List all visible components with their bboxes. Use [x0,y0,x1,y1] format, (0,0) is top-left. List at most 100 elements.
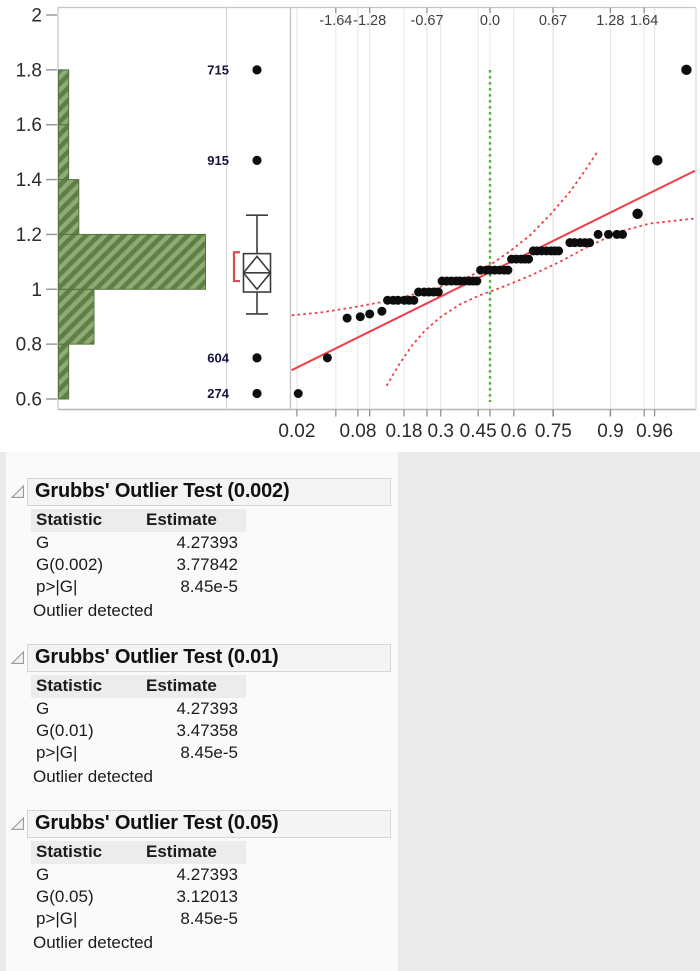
outlier-detected-note: Outlier detected [33,933,154,952]
histogram-bar[interactable] [58,343,70,400]
data-point[interactable] [472,276,482,286]
statistic-value: 4.27393 [176,699,238,718]
histogram-bar[interactable] [58,233,206,290]
box-outlier-point[interactable] [252,388,262,399]
axis-labels: 2 1.8 1.6 1.4 1.2 1 0.8 0.6 -1.64 -1.28 -0.67 0.0 0.… [16,5,674,442]
outlier-row-label: 715 [207,62,229,77]
shortest-half-bracket [232,251,240,283]
statistic-name: G [36,533,50,552]
bottom-axis-tick-label: 0.6 [501,421,527,442]
column-header-estimate: Estimate [141,841,246,864]
data-point[interactable] [322,353,332,363]
histogram-bar[interactable] [58,179,80,235]
data-point[interactable] [593,229,603,239]
top-axis-tick-label: -1.64 [319,13,352,29]
bottom-axis-tick-label: 0.08 [339,421,376,442]
column-header-statistic: Statistic [31,509,141,532]
column-header-statistic: Statistic [31,841,141,864]
histogram-bar[interactable] [58,288,95,345]
statistic-name: G(0.05) [36,887,94,906]
data-point[interactable] [342,313,352,323]
disclosure-triangle-icon[interactable] [9,649,26,666]
bottom-axis-tick-label: 0.02 [278,421,315,442]
distribution-figure: 2 1.8 1.6 1.4 1.2 1 0.8 0.6 -1.64 -1.28 -0.67 0.0 0.… [0,0,700,452]
lower-confidence-band [385,217,695,387]
column-header-estimate: Estimate [141,509,246,532]
data-point[interactable] [652,155,663,166]
box-outlier-point[interactable] [252,65,262,75]
statistic-name: G [36,865,50,884]
top-axis-tick-label: 1.28 [596,13,624,29]
grubbs-panel: Grubbs' Outlier Test (0.002) Statistic E… [6,477,398,622]
panel-title-band[interactable]: Grubbs' Outlier Test (0.05) [27,809,391,838]
table-row: p>|G| 8.45e-5 [31,742,246,764]
data-point[interactable] [524,254,534,264]
data-point[interactable] [377,306,387,316]
y-tick-label: 1.2 [16,225,42,246]
outlier-row-label: 604 [207,350,229,365]
panel-title-row: Grubbs' Outlier Test (0.05) [9,809,398,838]
y-tick-label: 0.6 [16,390,42,411]
data-point[interactable] [681,64,692,76]
top-axis-tick-label: 0.0 [480,13,500,29]
bottom-axis-tick-label: 0.96 [636,421,673,442]
upper-confidence-band [291,151,598,317]
panel-title-row: Grubbs' Outlier Test (0.002) [9,477,398,506]
panel-title-band[interactable]: Grubbs' Outlier Test (0.01) [27,643,391,672]
data-point[interactable] [585,238,595,248]
table-row: p>|G| 8.45e-5 [31,908,246,930]
data-point[interactable] [554,246,564,256]
panel-title: Grubbs' Outlier Test (0.002) [35,480,290,502]
statistics-table: Statistic Estimate G 4.27393 G(0.002) 3.… [31,509,246,598]
table-row: G 4.27393 [31,698,246,720]
data-point[interactable] [409,295,419,305]
box-outlier-point[interactable] [252,155,262,165]
normal-quantile-plot[interactable] [291,64,696,402]
data-point[interactable] [393,295,403,305]
grubbs-panel: Grubbs' Outlier Test (0.01) Statistic Es… [6,643,398,788]
statistic-name: G(0.01) [36,721,94,740]
top-axis-tick-label: 0.67 [539,13,567,29]
statistic-value: 8.45e-5 [180,577,238,596]
data-point[interactable] [293,389,303,399]
distribution-plot-svg: 2 1.8 1.6 1.4 1.2 1 0.8 0.6 -1.64 -1.28 -0.67 0.0 0.… [16,5,697,442]
histogram-bar[interactable] [58,69,70,126]
outlier-row-label: 274 [207,386,229,401]
panel-title-band[interactable]: Grubbs' Outlier Test (0.002) [27,477,391,506]
data-point[interactable] [603,229,613,239]
data-point[interactable] [618,229,628,239]
bottom-axis-tick-label: 0.45 [460,421,497,442]
bottom-axis-tick-label: 0.18 [385,421,422,442]
bottom-axis-tick-label: 0.3 [428,421,454,442]
statistic-name: p>|G| [36,909,78,928]
outlier-box-plot[interactable]: 715 915 604 274 [207,62,272,401]
plot-frame [57,6,697,411]
column-header-statistic: Statistic [31,675,141,698]
data-point[interactable] [365,309,375,319]
statistic-name: p>|G| [36,743,78,762]
statistic-name: G [36,699,50,718]
disclosure-triangle-icon[interactable] [9,483,26,500]
disclosure-triangle-icon[interactable] [9,815,26,832]
statistic-name: p>|G| [36,577,78,596]
histogram-bars[interactable] [58,69,206,400]
data-point[interactable] [632,208,643,220]
data-point[interactable] [433,287,443,297]
column-header-estimate: Estimate [141,675,246,698]
y-tick-label: 1.8 [16,60,42,81]
grubbs-report-section: Grubbs' Outlier Test (0.002) Statistic E… [0,452,700,971]
y-tick-label: 0.8 [16,335,42,356]
histogram-bar[interactable] [58,124,70,181]
table-row: G 4.27393 [31,532,246,554]
outlier-detected-note: Outlier detected [33,601,154,620]
table-row: G 4.27393 [31,864,246,886]
statistic-value: 4.27393 [176,865,238,884]
bottom-axis-tick-label: 0.9 [597,421,623,442]
box-outlier-point[interactable] [252,353,262,363]
data-point[interactable] [355,312,365,322]
table-row: G(0.01) 3.47358 [31,720,246,742]
statistic-value: 3.12013 [176,887,238,906]
y-tick-label: 1.6 [16,115,42,136]
outlier-detected-note: Outlier detected [33,767,154,786]
data-point[interactable] [503,265,513,275]
